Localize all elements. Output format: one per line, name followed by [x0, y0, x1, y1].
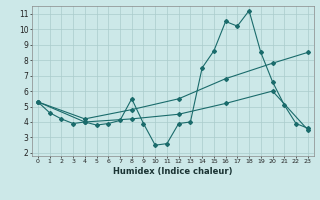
- X-axis label: Humidex (Indice chaleur): Humidex (Indice chaleur): [113, 167, 233, 176]
